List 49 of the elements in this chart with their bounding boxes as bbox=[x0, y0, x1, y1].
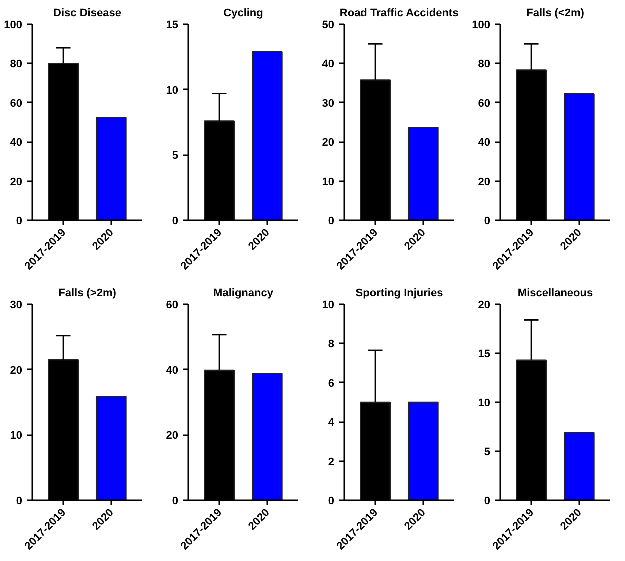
y-tick-label: 20 bbox=[166, 430, 179, 442]
y-tick-label: 10 bbox=[322, 300, 335, 312]
chart-title: Disc Disease bbox=[54, 8, 122, 20]
y-tick-label: 0 bbox=[484, 216, 491, 228]
y-tick-label: 2 bbox=[328, 456, 335, 468]
y-tick-label: 5 bbox=[172, 150, 179, 162]
y-tick-label: 20 bbox=[10, 364, 23, 377]
chart-title: Road Traffic Accidents bbox=[340, 8, 459, 20]
y-tick-label: 0 bbox=[328, 496, 335, 508]
y-tick-label: 0 bbox=[328, 216, 335, 228]
y-tick-label: 10 bbox=[166, 84, 179, 97]
y-tick-label: 60 bbox=[10, 98, 23, 110]
y-tick-label: 15 bbox=[166, 20, 179, 32]
y-tick-label: 100 bbox=[472, 20, 491, 32]
y-tick-label: 40 bbox=[166, 364, 179, 377]
y-tick-label: 30 bbox=[322, 98, 335, 110]
y-tick-label: 10 bbox=[478, 398, 491, 410]
y-tick-label: 40 bbox=[478, 137, 491, 150]
y-tick-label: 0 bbox=[484, 496, 491, 508]
y-tick-label: 10 bbox=[322, 176, 335, 188]
y-tick-label: 60 bbox=[166, 300, 179, 312]
y-tick-label: 0 bbox=[172, 216, 179, 228]
y-tick-label: 6 bbox=[328, 378, 335, 390]
y-tick-label: 10 bbox=[10, 430, 23, 442]
y-tick-label: 0 bbox=[16, 216, 23, 228]
y-tick-label: 20 bbox=[478, 300, 491, 312]
y-tick-label: 0 bbox=[16, 496, 23, 508]
chart-title: Falls (>2m) bbox=[58, 288, 117, 300]
y-tick-label: 80 bbox=[478, 58, 491, 71]
chart-title: Sporting Injuries bbox=[356, 288, 444, 300]
chart-title: Cycling bbox=[224, 8, 264, 20]
y-tick-label: 100 bbox=[4, 20, 23, 32]
y-tick-label: 40 bbox=[322, 58, 335, 71]
y-tick-label: 4 bbox=[328, 417, 336, 430]
y-tick-label: 50 bbox=[322, 20, 335, 32]
chart-title: Falls (<2m) bbox=[526, 8, 585, 20]
y-tick-label: 20 bbox=[478, 176, 491, 188]
y-tick-label: 0 bbox=[172, 496, 179, 508]
y-tick-label: 40 bbox=[10, 137, 23, 150]
chart-title: Malignancy bbox=[214, 288, 274, 300]
y-tick-label: 80 bbox=[10, 58, 23, 71]
chart-title: Miscellaneous bbox=[518, 288, 594, 300]
y-tick-label: 20 bbox=[322, 137, 335, 150]
y-tick-label: 30 bbox=[10, 300, 23, 312]
y-tick-label: 20 bbox=[10, 176, 23, 188]
y-tick-label: 15 bbox=[478, 348, 491, 360]
y-tick-label: 60 bbox=[478, 98, 491, 110]
y-tick-label: 5 bbox=[484, 446, 491, 458]
y-tick-label: 8 bbox=[328, 338, 335, 351]
